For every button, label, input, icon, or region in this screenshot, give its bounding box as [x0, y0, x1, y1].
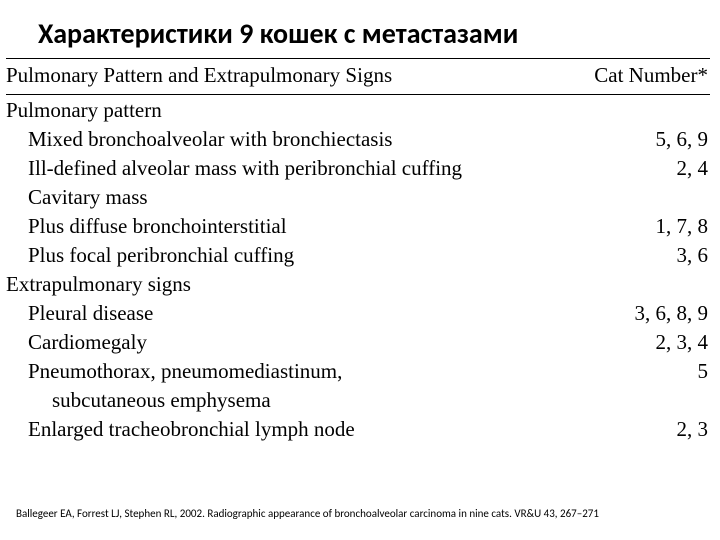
cell-label: subcutaneous emphysema [6, 386, 568, 415]
citation-text: Ballegeer EA, Forrest LJ, Stephen RL, 20… [16, 507, 599, 520]
table-row: Mixed bronchoalveolar with bronchiectasi… [6, 125, 710, 154]
table-row: Enlarged tracheobronchial lymph node 2, … [6, 415, 710, 444]
slide-title: Характеристики 9 кошек с метастазами [0, 0, 720, 58]
table-row: Plus diffuse bronchointerstitial 1, 7, 8 [6, 212, 710, 241]
cell-value: 5, 6, 9 [568, 125, 711, 154]
table-row: Plus focal peribronchial cuffing 3, 6 [6, 241, 710, 270]
cell-label: Cavitary mass [6, 183, 568, 212]
col-header-right: Cat Number* [568, 59, 711, 95]
cell-label: Cardiomegaly [6, 328, 568, 357]
cell-label: Ill-defined alveolar mass with peribronc… [6, 154, 568, 183]
table-container: Pulmonary Pattern and Extrapulmonary Sig… [0, 58, 720, 444]
col-header-left: Pulmonary Pattern and Extrapulmonary Sig… [6, 59, 568, 95]
cell-value: 3, 6, 8, 9 [568, 299, 711, 328]
cell-value: 2, 3, 4 [568, 328, 711, 357]
cell-label: Mixed bronchoalveolar with bronchiectasi… [6, 125, 568, 154]
cell-label: Plus focal peribronchial cuffing [6, 241, 568, 270]
cell-value [568, 95, 711, 125]
table-row: Extrapulmonary signs [6, 269, 710, 299]
table-row: Ill-defined alveolar mass with peribronc… [6, 154, 710, 183]
table-row: Cavitary mass [6, 183, 710, 212]
table-row: subcutaneous emphysema [6, 386, 710, 415]
table-row: Pleural disease 3, 6, 8, 9 [6, 299, 710, 328]
characteristics-table: Pulmonary Pattern and Extrapulmonary Sig… [6, 58, 710, 444]
cell-value [568, 269, 711, 299]
cell-value [568, 183, 711, 212]
section-heading: Extrapulmonary signs [6, 269, 568, 299]
cell-value: 2, 4 [568, 154, 711, 183]
cell-label: Plus diffuse bronchointerstitial [6, 212, 568, 241]
cell-value [568, 386, 711, 415]
cell-label: Pleural disease [6, 299, 568, 328]
cell-value: 3, 6 [568, 241, 711, 270]
table-row: Cardiomegaly 2, 3, 4 [6, 328, 710, 357]
cell-label: Pneumothorax, pneumomediastinum, [6, 357, 568, 386]
cell-value: 1, 7, 8 [568, 212, 711, 241]
table-row: Pulmonary pattern [6, 95, 710, 125]
cell-value: 5 [568, 357, 711, 386]
cell-value: 2, 3 [568, 415, 711, 444]
table-row: Pneumothorax, pneumomediastinum, 5 [6, 357, 710, 386]
cell-label: Enlarged tracheobronchial lymph node [6, 415, 568, 444]
section-heading: Pulmonary pattern [6, 95, 568, 125]
